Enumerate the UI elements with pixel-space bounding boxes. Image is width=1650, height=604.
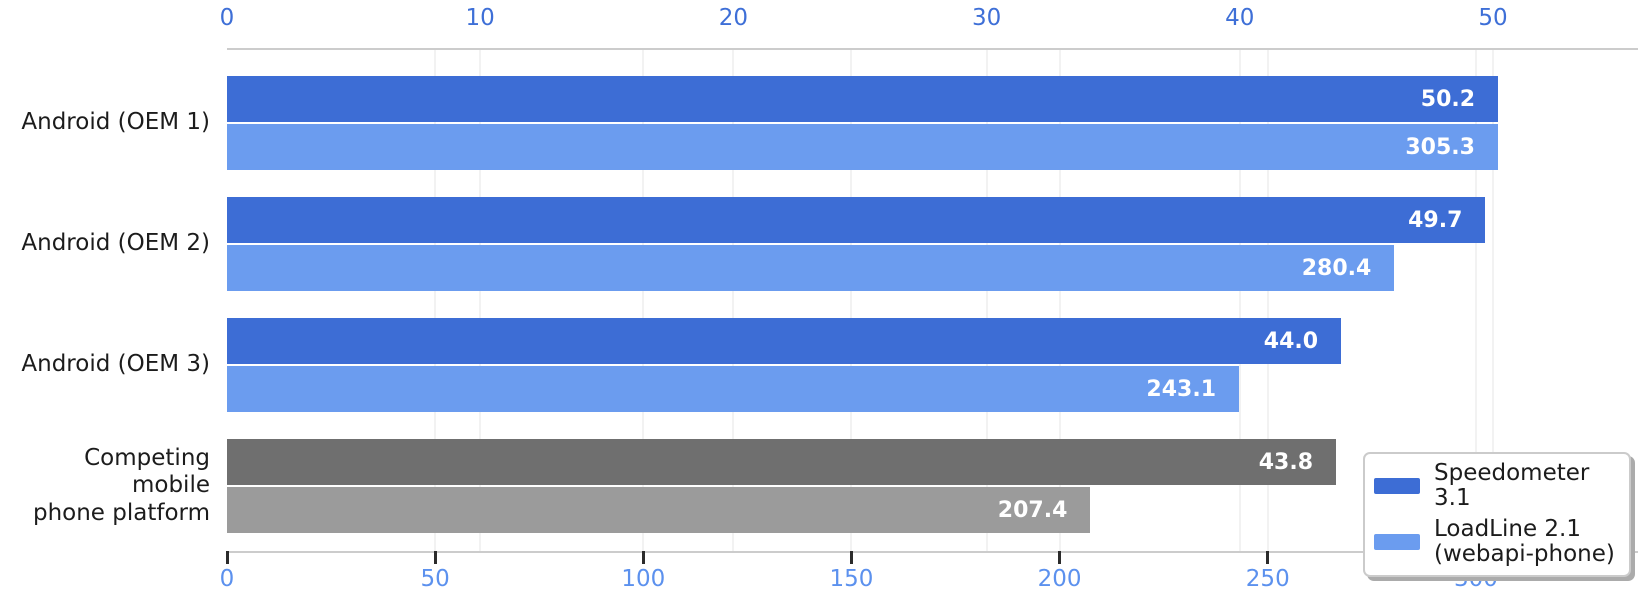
bar-value-label-speedometer-group2: 49.7 bbox=[1408, 207, 1463, 233]
bottom-axis-tick-mark-200 bbox=[1058, 551, 1062, 564]
bottom-axis-tick-mark-150 bbox=[849, 551, 853, 564]
bottom-axis-tick-mark-0 bbox=[225, 551, 229, 564]
gridline-top-50 bbox=[1492, 50, 1494, 551]
bottom-axis-tick-label-100: 100 bbox=[621, 566, 666, 592]
top-axis-line bbox=[227, 48, 1638, 50]
top-axis-tick-label-40: 40 bbox=[1225, 5, 1255, 31]
category-label-2: Android (OEM 2) bbox=[21, 230, 210, 257]
legend-label-speedometer: Speedometer 3.1 bbox=[1434, 460, 1590, 512]
legend: Speedometer 3.1 LoadLine 2.1 (webapi-pho… bbox=[1363, 452, 1631, 578]
top-axis-tick-label-20: 20 bbox=[718, 5, 749, 31]
gridline-bottom-200 bbox=[1058, 50, 1061, 551]
bar-loadline-group2 bbox=[227, 245, 1395, 291]
bar-loadline-group1 bbox=[227, 124, 1498, 170]
bottom-axis-tick-label-200: 200 bbox=[1037, 566, 1082, 592]
legend-swatch-loadline-icon bbox=[1374, 533, 1420, 550]
bar-speedometer-group3 bbox=[227, 318, 1342, 364]
legend-label-loadline: LoadLine 2.1 (webapi-phone) bbox=[1434, 515, 1615, 567]
bar-value-label-speedometer-group1: 50.2 bbox=[1420, 86, 1476, 112]
top-axis-tick-label-10: 10 bbox=[465, 5, 495, 31]
gridline-top-40 bbox=[1238, 50, 1241, 551]
legend-swatch-speedometer-icon bbox=[1374, 478, 1420, 495]
gridline-top-30 bbox=[985, 50, 988, 551]
bottom-axis-tick-label-50: 50 bbox=[420, 566, 450, 592]
bottom-axis-tick-label-150: 150 bbox=[829, 566, 874, 592]
category-label-1: Android (OEM 1) bbox=[21, 109, 210, 136]
top-axis-tick-label-0: 0 bbox=[219, 5, 235, 31]
bar-value-label-loadline-group2: 280.4 bbox=[1301, 255, 1372, 281]
bottom-axis-tick-mark-50 bbox=[433, 551, 437, 564]
bottom-axis-tick-mark-100 bbox=[641, 551, 645, 564]
bar-value-label-loadline-group4: 207.4 bbox=[997, 497, 1068, 523]
bar-speedometer-group4 bbox=[227, 439, 1337, 485]
bar-value-label-speedometer-group4: 43.8 bbox=[1258, 449, 1314, 475]
bottom-axis-tick-label-250: 250 bbox=[1245, 566, 1290, 592]
category-label-3: Android (OEM 3) bbox=[21, 351, 210, 378]
bottom-axis-line bbox=[227, 551, 1638, 553]
category-label-4: Competing mobile phone platform bbox=[32, 445, 210, 526]
gridline-bottom-100 bbox=[642, 50, 645, 551]
legend-entry-speedometer: Speedometer 3.1 bbox=[1374, 460, 1620, 512]
gridline-top-20 bbox=[732, 50, 735, 551]
bar-value-label-loadline-group3: 243.1 bbox=[1146, 376, 1217, 402]
legend-entry-loadline: LoadLine 2.1 (webapi-phone) bbox=[1374, 515, 1620, 568]
bar-speedometer-group1 bbox=[227, 76, 1499, 122]
bottom-axis-tick-mark-250 bbox=[1266, 551, 1270, 564]
gridline-bottom-250 bbox=[1266, 50, 1269, 551]
top-axis-tick-label-50: 50 bbox=[1478, 5, 1508, 31]
bottom-axis-tick-label-0: 0 bbox=[219, 566, 235, 592]
bar-loadline-group4 bbox=[227, 487, 1091, 533]
bar-value-label-speedometer-group3: 44.0 bbox=[1263, 328, 1319, 354]
gridline-bottom-50 bbox=[434, 50, 437, 551]
gridline-top-10 bbox=[479, 50, 482, 551]
gridline-bottom-150 bbox=[850, 50, 853, 551]
bar-speedometer-group2 bbox=[227, 197, 1486, 243]
top-axis-tick-label-30: 30 bbox=[971, 5, 1002, 31]
bar-value-label-loadline-group1: 305.3 bbox=[1405, 134, 1475, 160]
bar-loadline-group3 bbox=[227, 366, 1240, 412]
gridline-bottom-300 bbox=[1474, 50, 1477, 551]
